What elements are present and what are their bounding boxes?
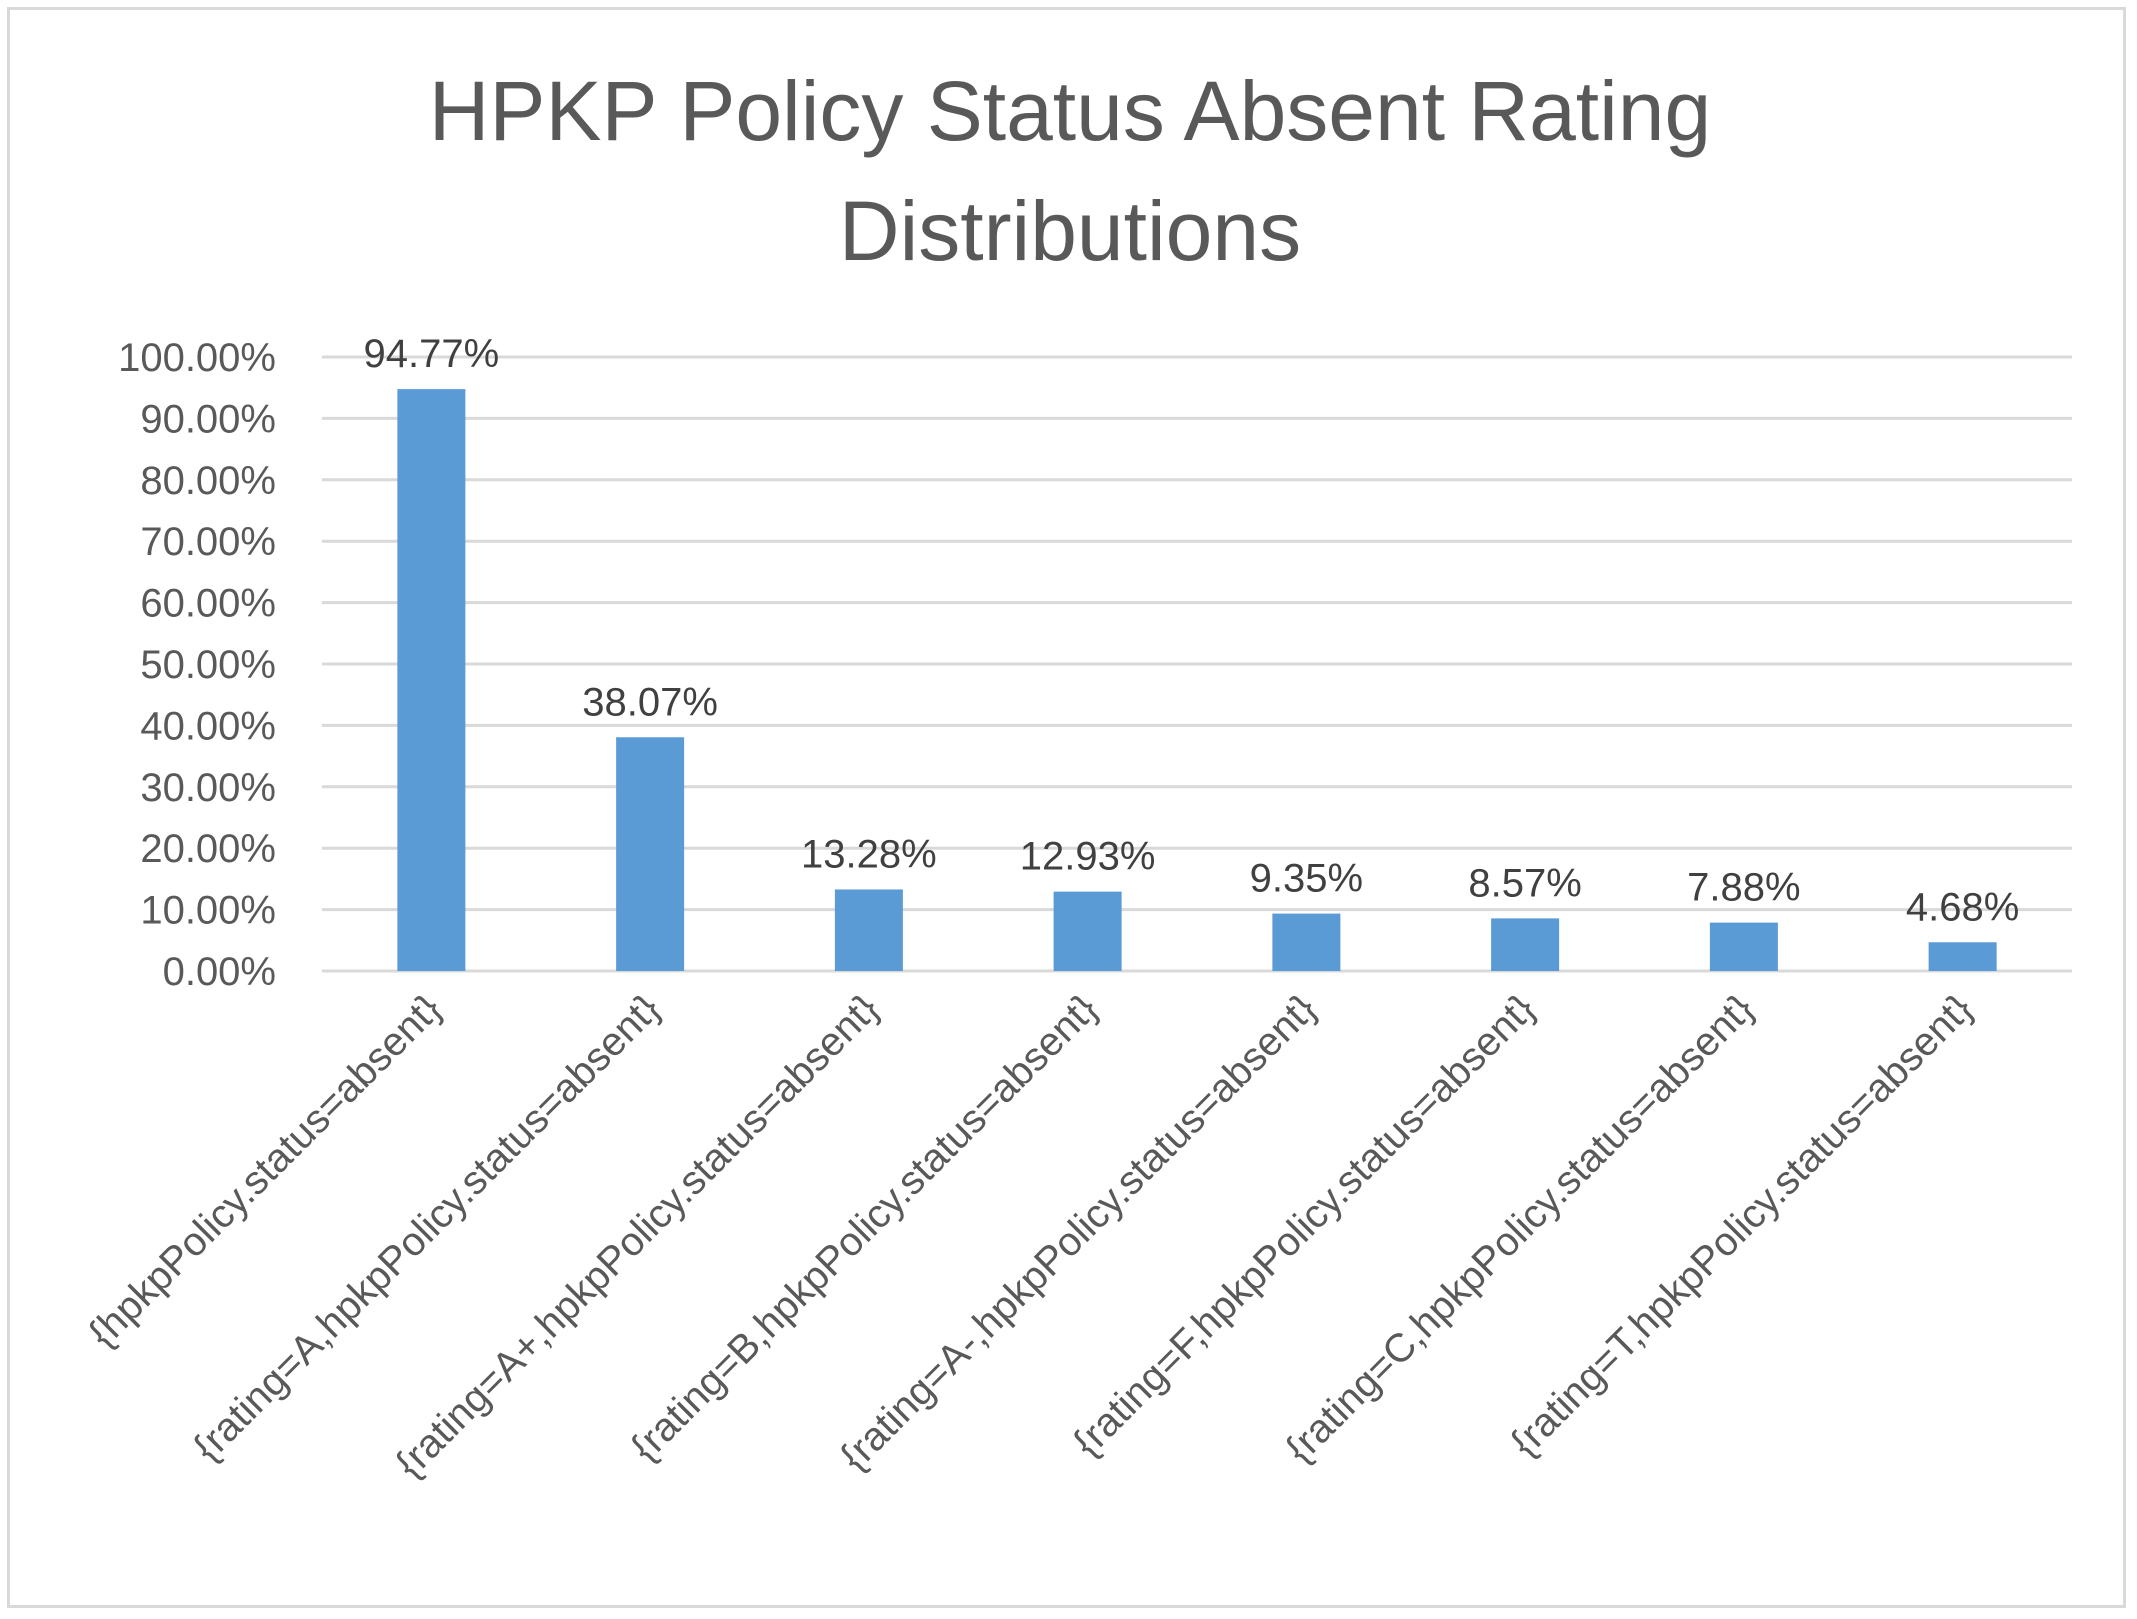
data-label-4: 12.93% — [1020, 835, 1156, 879]
category-labels: {hpkpPolicy.status=absent}{rating=A,hpkp… — [80, 986, 1981, 1486]
gridlines — [322, 355, 2072, 973]
category-label-7: {rating=C,hpkpPolicy.status=absent} — [1277, 986, 1762, 1471]
category-label-3: {rating=A+,hpkpPolicy.status=absent} — [387, 986, 887, 1486]
bar-2 — [616, 737, 685, 971]
y-tick-label: 30.00% — [140, 766, 276, 810]
data-label-2: 38.07% — [582, 680, 718, 724]
y-tick-label: 80.00% — [140, 459, 276, 503]
y-tick-label: 70.00% — [140, 520, 276, 564]
y-tick-label: 10.00% — [140, 889, 276, 933]
data-label-3: 13.28% — [801, 832, 937, 876]
bar-3 — [834, 889, 903, 971]
y-tick-label: 60.00% — [140, 582, 276, 626]
data-label-8: 4.68% — [1906, 885, 2019, 929]
y-tick-label: 0.00% — [163, 950, 276, 994]
data-labels: 94.77% 38.07% 13.28% 12.93% 9.35% 8.57% 7.88% 4… — [364, 332, 2020, 929]
y-tick-label: 40.00% — [140, 704, 276, 748]
category-label-5: {rating=A-,hpkpPolicy.status=absent} — [832, 986, 1325, 1479]
bar-8 — [1928, 942, 1997, 971]
data-label-7: 7.88% — [1687, 866, 1800, 910]
data-label-1: 94.77% — [364, 332, 500, 376]
chart-title-line-1: HPKP Policy Status Absent Rating — [429, 64, 1711, 158]
category-label-8: {rating=T,hpkpPolicy.status=absent} — [1502, 986, 1981, 1465]
y-tick-label: 20.00% — [140, 827, 276, 871]
y-axis-tick-labels: 0.00% 10.00% 20.00% 30.00% 40.00% 50.00% 60.00… — [118, 336, 276, 994]
category-label-1: {hpkpPolicy.status=absent} — [80, 986, 449, 1355]
bar-5 — [1272, 913, 1341, 971]
y-tick-label: 90.00% — [140, 397, 276, 441]
chart-frame — [7, 7, 2126, 1608]
bar-7 — [1709, 922, 1778, 971]
bar-4 — [1053, 891, 1122, 971]
category-label-4: {rating=B,hpkpPolicy.status=absent} — [623, 986, 1106, 1469]
chart-title-line-2: Distributions — [839, 184, 1301, 278]
y-tick-label: 50.00% — [140, 643, 276, 687]
bar-1 — [397, 389, 466, 972]
data-label-6: 8.57% — [1468, 861, 1581, 905]
data-label-5: 9.35% — [1250, 857, 1363, 901]
bar-6 — [1491, 918, 1560, 971]
y-tick-label: 100.00% — [118, 336, 276, 380]
category-label-2: {rating=A,hpkpPolicy.status=absent} — [185, 986, 668, 1469]
bars — [397, 389, 1997, 972]
category-label-6: {rating=F,hpkpPolicy.status=absent} — [1065, 986, 1544, 1465]
